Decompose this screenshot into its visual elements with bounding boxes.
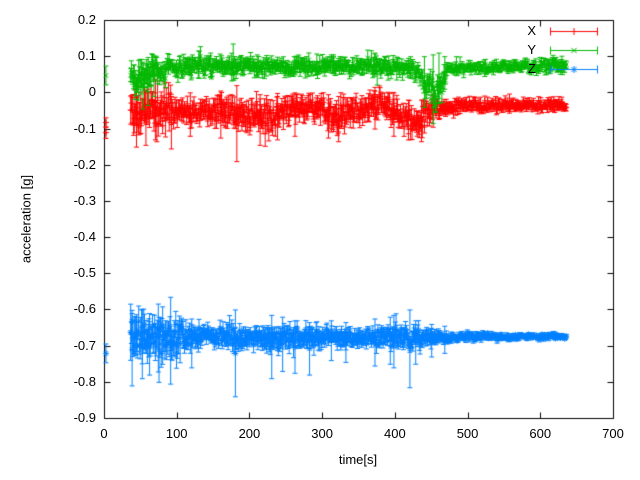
y-tick-label: -0.9 [73,410,96,425]
y-tick-label: 0 [88,84,96,100]
y-tick-label: -0.1 [73,120,96,136]
y-tick-label: -0.7 [73,337,96,353]
y-tick-label: -0.3 [73,192,96,208]
x-tick-label: 500 [456,426,479,441]
y-tick-label: -0.8 [73,373,96,389]
x-tick-label: 200 [238,426,261,441]
y-tick-label: 0.1 [77,48,96,64]
y-tick-label: -0.6 [73,301,96,317]
x-tick-label: 400 [383,426,406,441]
x-axis-title: time[s] [338,452,378,467]
y-axis-title: acceleration [g] [18,174,34,264]
x-tick-label: 300 [311,426,333,441]
x-tick-label: 600 [529,426,552,441]
y-tick-label: -0.2 [73,156,96,172]
y-tick-label: -0.4 [73,229,96,245]
x-tick-label: 100 [165,426,188,441]
x-tick-label: 0 [100,426,108,441]
y-tick-label: 0.2 [77,12,96,27]
legend-label-y: Y [527,42,536,57]
legend-label-x: X [527,23,536,38]
legend-label-z: Z [528,61,536,76]
y-tick-label: -0.5 [73,265,96,281]
x-tick-label: 700 [602,426,624,441]
